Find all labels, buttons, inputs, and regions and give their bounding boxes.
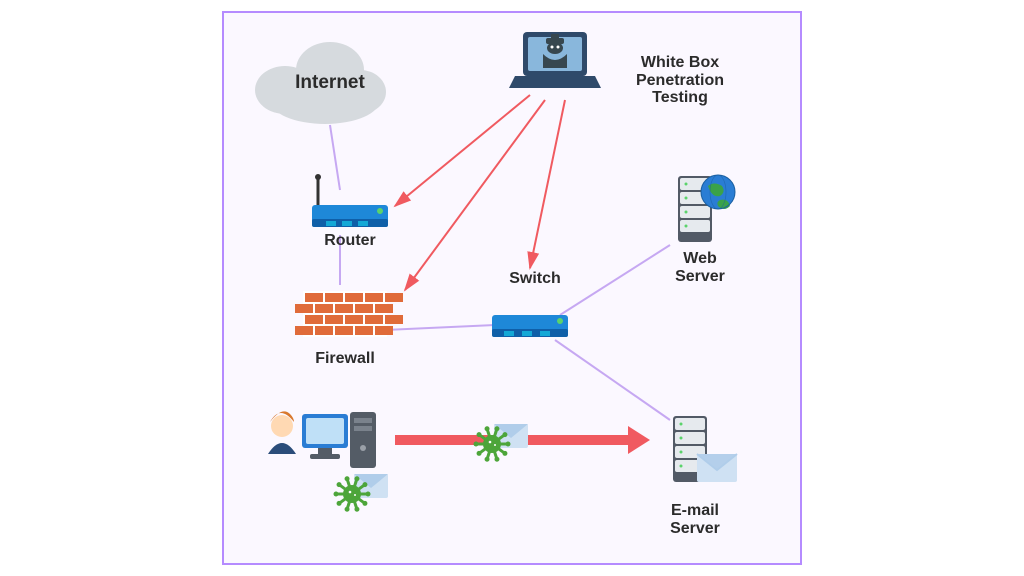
node-firewall-icon xyxy=(295,291,403,337)
label-firewall: Firewall xyxy=(285,350,405,368)
node-switch-icon xyxy=(492,315,568,337)
node-router-icon xyxy=(312,174,388,227)
node-emailserver-icon xyxy=(673,416,737,482)
label-router: Router xyxy=(290,232,410,250)
label-switch: Switch xyxy=(475,270,595,288)
label-attacker: White Box Penetration Testing xyxy=(620,54,740,107)
node-attacker-icon xyxy=(509,32,601,88)
label-emailserver: E-mail Server xyxy=(635,502,755,537)
label-internet: Internet xyxy=(270,73,390,94)
node-webserver-icon xyxy=(678,175,735,242)
node-virus_mail2-icon xyxy=(474,424,529,462)
node-workstation-icon xyxy=(268,411,376,468)
node-virus_mail1-icon xyxy=(334,474,389,512)
label-webserver: Web Server xyxy=(640,250,760,285)
diagram-canvas xyxy=(0,0,1024,576)
